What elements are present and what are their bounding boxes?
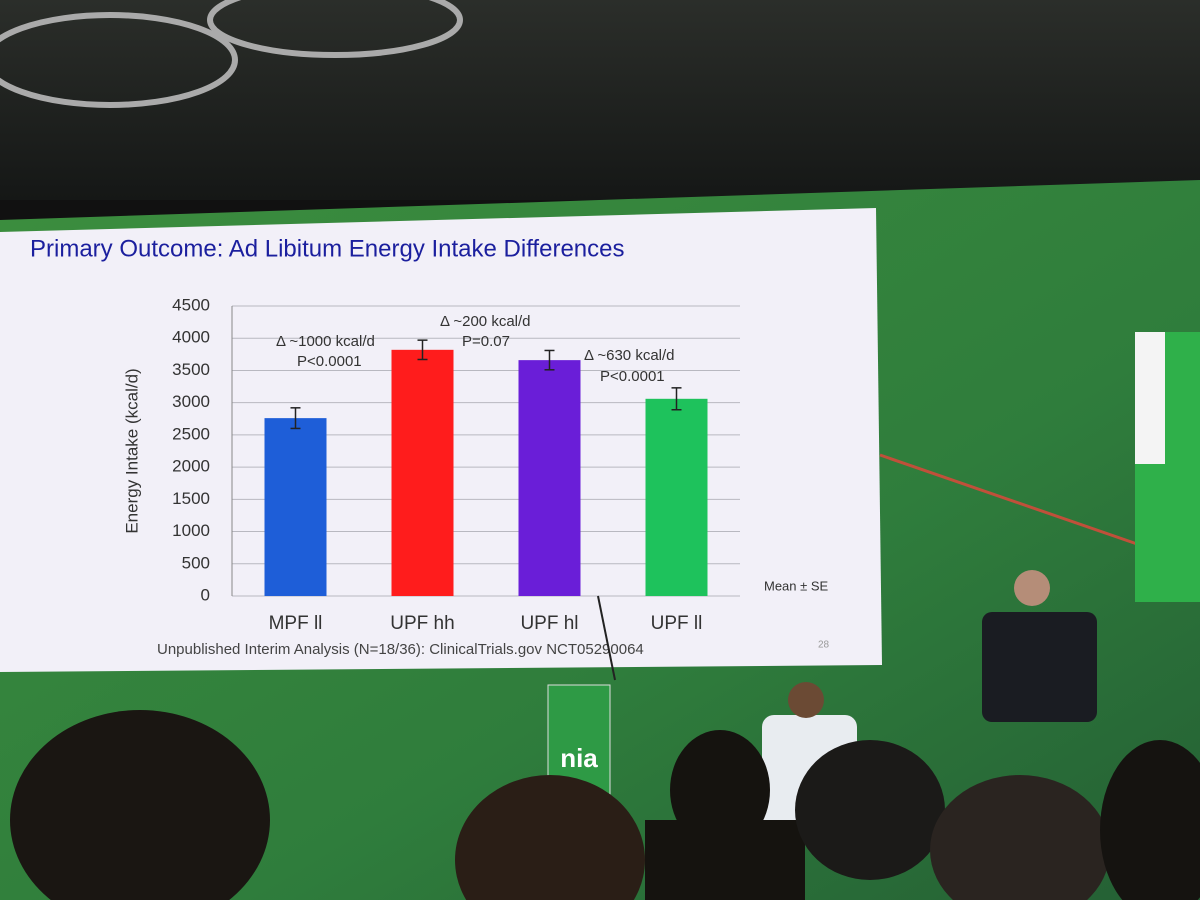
panelist-head [788,682,824,718]
wall-stripe [879,453,1141,547]
annotation: Δ ~630 kcal/d [584,347,675,364]
y-tick-label: 500 [182,553,210,572]
y-tick-label: 4000 [172,328,210,347]
y-tick-label: 3500 [172,360,210,379]
y-tick-label: 2000 [172,457,210,476]
x-tick-label: UPF hl [520,613,578,634]
x-tick-label: UPF hh [390,613,454,634]
y-tick-label: 1000 [172,521,210,540]
audience [930,775,1110,900]
annotation: Δ ~1000 kcal/d [276,333,375,350]
podium-logo: nia [560,743,598,773]
annotation: Δ ~200 kcal/d [440,313,531,330]
footnote: Unpublished Interim Analysis (N=18/36): … [157,641,644,658]
audience [795,740,945,880]
audience [1100,740,1200,900]
bar [518,360,581,596]
microphone [597,595,616,681]
y-tick-label: 3000 [172,392,210,411]
x-tick-label: MPF ll [269,613,323,634]
speaker [982,612,1097,722]
bar [264,418,327,596]
y-axis-label: Energy Intake (kcal/d) [122,368,141,533]
chandelier [0,12,238,108]
audience [645,820,805,900]
y-tick-label: 0 [201,585,210,604]
audience [10,710,270,900]
bar [391,349,454,596]
y-tick-label: 2500 [172,424,210,443]
slide-number: 28 [818,640,830,651]
error-note: Mean ± SE [764,578,829,593]
ceiling [0,0,1200,200]
speaker-head [1014,570,1050,606]
x-tick-label: UPF ll [651,613,703,634]
annotation: P<0.0001 [600,368,665,385]
bar [645,398,708,596]
audience [455,775,645,900]
chandelier [207,0,463,58]
annotation: P=0.07 [462,333,510,350]
annotation: P<0.0001 [297,353,362,370]
y-tick-label: 1500 [172,489,210,508]
y-tick-label: 4500 [172,295,210,314]
side-screen-panel [1135,332,1165,464]
chart-title: Primary Outcome: Ad Libitum Energy Intak… [30,235,624,262]
